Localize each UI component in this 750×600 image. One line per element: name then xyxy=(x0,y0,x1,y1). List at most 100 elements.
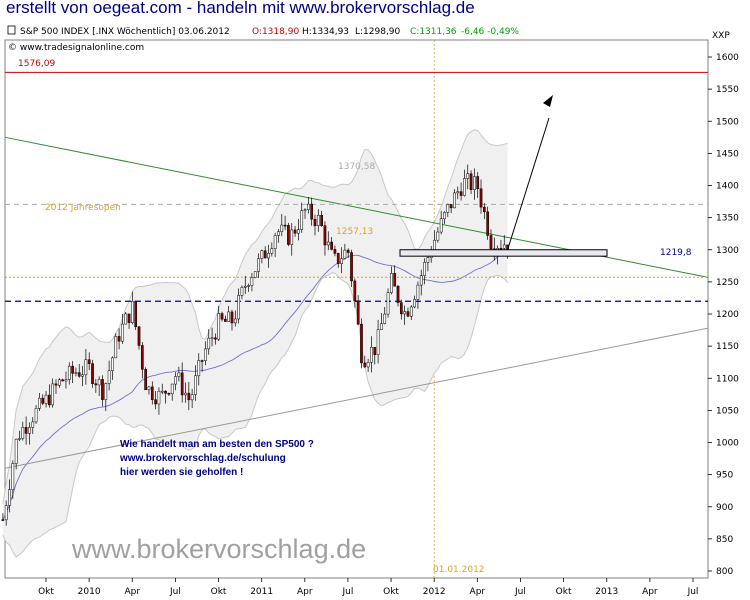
candle-up xyxy=(409,306,413,317)
candle-up xyxy=(147,386,151,391)
candle-up xyxy=(473,176,476,190)
candle-down xyxy=(320,215,323,226)
candle-down xyxy=(54,383,58,386)
candle-up xyxy=(197,360,201,377)
candle-up xyxy=(453,192,456,209)
candle-up xyxy=(290,229,294,245)
x-tick-label: Apr xyxy=(470,587,486,597)
candle-up xyxy=(111,357,114,371)
candle-up xyxy=(160,390,164,393)
x-tick-label: Okt xyxy=(38,587,54,597)
change-value: -6,46 -0,49% xyxy=(461,27,519,37)
candle-down xyxy=(459,191,463,196)
candle-down xyxy=(134,301,138,328)
candle-up xyxy=(466,173,470,179)
candle-up xyxy=(121,323,124,342)
candle-up xyxy=(157,390,161,405)
candle-down xyxy=(323,225,327,246)
candle-up xyxy=(217,313,221,340)
high-value: H:1334,93 xyxy=(302,27,349,37)
candle-up xyxy=(18,438,21,440)
y-tick-label: 1500 xyxy=(716,117,739,127)
candle-down xyxy=(150,386,154,400)
candle-up xyxy=(326,241,330,246)
candle-up xyxy=(380,323,383,330)
candle-down xyxy=(356,300,360,325)
candle-down xyxy=(310,203,314,220)
candle-up xyxy=(227,311,231,322)
candle-up xyxy=(386,292,390,315)
x-tick-label: Okt xyxy=(556,587,572,597)
candle-up xyxy=(316,215,320,227)
candle-up xyxy=(28,427,31,434)
y-tick-label: 1100 xyxy=(716,374,739,384)
x-tick-label: Apr xyxy=(297,587,313,597)
moving-average xyxy=(2,248,508,520)
y-tick-label: 850 xyxy=(716,535,733,545)
candle-up xyxy=(124,313,128,325)
candle-up xyxy=(463,178,466,196)
x-tick-label: Jul xyxy=(514,587,526,597)
candle-up xyxy=(270,248,274,254)
jahresopen-label: 2012 Jahresopen xyxy=(45,203,121,213)
candle-up xyxy=(443,212,446,220)
candle-down xyxy=(117,336,121,342)
candle-up xyxy=(419,275,423,286)
candle-up xyxy=(84,359,88,376)
candle-up xyxy=(502,244,506,249)
candle-up xyxy=(370,347,373,363)
x-tick-label: Jul xyxy=(342,587,354,597)
candle-up xyxy=(233,318,237,324)
candle-down xyxy=(406,311,410,317)
candle-down xyxy=(214,337,217,340)
candle-down xyxy=(230,311,234,324)
candle-down xyxy=(346,249,350,253)
candle-up xyxy=(210,337,214,340)
candle-up xyxy=(34,408,38,423)
candle-up xyxy=(250,277,254,286)
candle-down xyxy=(396,285,400,303)
candle-down xyxy=(283,224,287,227)
candle-up xyxy=(257,258,260,272)
candle-up xyxy=(21,427,25,439)
candle-down xyxy=(94,383,98,386)
candle-up xyxy=(366,361,370,368)
candle-down xyxy=(24,427,28,434)
candle-down xyxy=(263,250,267,259)
symbol-label: S&P 500 INDEX [.INX Wöchentlich] 03.06.2… xyxy=(20,27,230,37)
candle-down xyxy=(61,379,64,382)
bollinger-bands xyxy=(2,129,508,558)
candle-up xyxy=(237,295,240,320)
candle-up xyxy=(204,348,207,361)
source-label: © www.tradesignalonline.com xyxy=(8,43,144,53)
candle-up xyxy=(243,285,247,288)
y-tick-label: 1400 xyxy=(716,182,739,192)
candle-up xyxy=(131,301,134,323)
bollinger-lower xyxy=(2,272,508,558)
candle-down xyxy=(469,173,473,190)
projection-arrow xyxy=(507,117,550,250)
legend-header: S&P 500 INDEX [.INX Wöchentlich] 03.06.2… xyxy=(7,25,730,53)
y-tick-label: 1600 xyxy=(716,53,739,63)
candle-down xyxy=(137,326,141,346)
candle-down xyxy=(71,365,74,374)
candle-up xyxy=(31,421,35,428)
candle-up xyxy=(67,365,71,380)
candle-up xyxy=(426,257,430,263)
candlesticks xyxy=(1,95,608,526)
candle-up xyxy=(436,231,440,241)
candle-down xyxy=(41,397,45,404)
open-value: O:1318,90 xyxy=(252,27,299,37)
candle-down xyxy=(77,372,81,377)
candle-down xyxy=(393,273,397,287)
candle-down xyxy=(180,372,184,396)
candle-up xyxy=(64,379,68,382)
candle-down xyxy=(200,360,204,362)
candle-up xyxy=(273,235,277,249)
candle-up xyxy=(57,379,61,386)
candle-up xyxy=(14,438,18,464)
candle-up xyxy=(170,383,174,395)
candle-up xyxy=(177,372,181,377)
candle-up xyxy=(240,287,244,296)
